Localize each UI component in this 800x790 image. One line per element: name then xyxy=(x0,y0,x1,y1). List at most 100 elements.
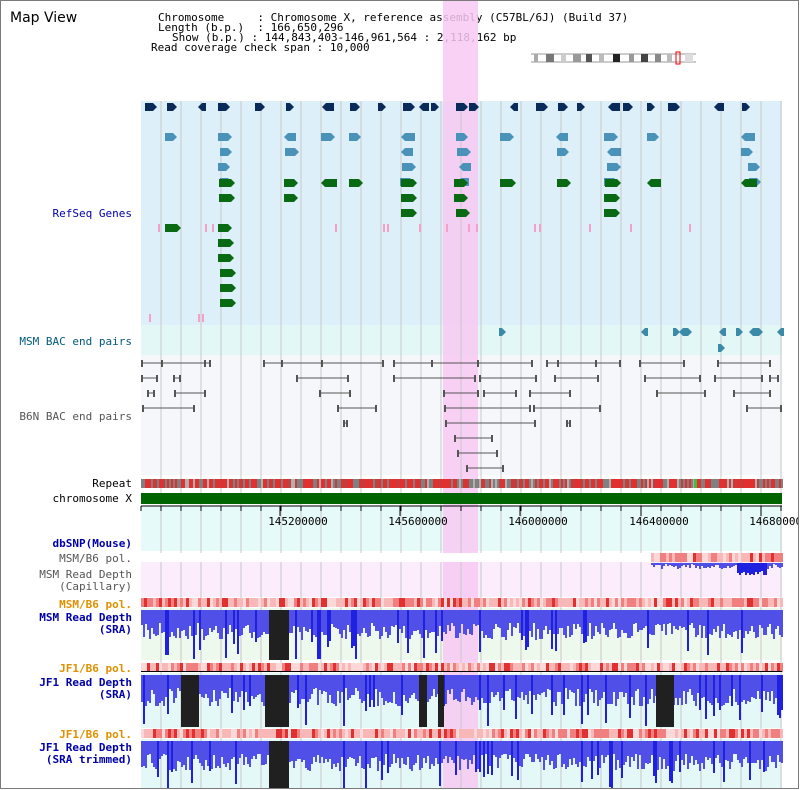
read-depth-bar xyxy=(521,610,523,640)
read-depth-bar xyxy=(301,610,303,640)
repeat-segment xyxy=(395,479,397,488)
polymorphism-segment xyxy=(579,598,582,607)
read-depth-bar xyxy=(771,741,773,762)
polymorphism-segment xyxy=(408,598,411,607)
polymorphism-segment xyxy=(561,729,564,738)
length-label: Length (b.p.) xyxy=(158,21,245,34)
read-depth-bar xyxy=(261,675,263,702)
polymorphism-segment xyxy=(660,663,663,672)
read-depth-bar xyxy=(419,741,421,770)
read-depth-bar xyxy=(603,610,605,628)
read-depth-bar xyxy=(733,675,735,689)
read-depth-bar xyxy=(535,741,537,754)
read-depth-bar xyxy=(533,675,535,695)
bac-end-marker xyxy=(393,375,395,382)
refseq-small-feature xyxy=(476,224,478,232)
polymorphism-segment xyxy=(210,663,213,672)
read-depth-bar xyxy=(353,610,355,646)
read-depth-bar xyxy=(331,675,333,703)
read-depth-bar xyxy=(571,610,573,635)
polymorphism-segment xyxy=(639,553,642,562)
polymorphism-segment xyxy=(555,598,558,607)
polymorphism-segment xyxy=(420,729,423,738)
polymorphism-segment xyxy=(663,598,666,607)
polymorphism-segment xyxy=(471,553,474,562)
read-depth-bar xyxy=(599,675,601,700)
polymorphism-segment xyxy=(669,553,672,562)
read-depth-bar xyxy=(245,741,247,757)
read-depth-bar xyxy=(451,610,453,623)
polymorphism-segment xyxy=(561,553,564,562)
polymorphism-segment xyxy=(360,553,363,562)
polymorphism-segment xyxy=(354,553,357,562)
read-depth-bar xyxy=(713,675,715,716)
read-depth-bar xyxy=(735,563,737,565)
bac-end-marker xyxy=(554,375,556,382)
read-depth-bar xyxy=(725,563,727,568)
read-depth-bar xyxy=(615,610,617,629)
read-depth-bar xyxy=(725,741,727,760)
ruler-tick-label: 146000000 xyxy=(508,515,568,528)
polymorphism-segment xyxy=(363,729,366,738)
polymorphism-segment xyxy=(231,598,234,607)
polymorphism-segment xyxy=(300,553,303,562)
read-depth-bar xyxy=(343,675,345,726)
read-depth-bar xyxy=(367,610,369,637)
bac-end-marker xyxy=(534,420,536,427)
read-depth-bar xyxy=(189,741,191,770)
bac-end-marker xyxy=(533,405,535,412)
read-depth-bar xyxy=(671,610,673,634)
polymorphism-segment xyxy=(774,729,777,738)
read-depth-bar xyxy=(513,741,515,758)
polymorphism-segment xyxy=(513,663,516,672)
read-depth-bar xyxy=(633,675,635,705)
read-depth-bar xyxy=(205,741,207,760)
polymorphism-segment xyxy=(465,663,468,672)
read-depth-bar xyxy=(553,675,555,702)
read-depth-bar xyxy=(259,741,261,754)
read-depth-bar xyxy=(713,741,715,773)
polymorphism-segment xyxy=(660,598,663,607)
read-depth-bar xyxy=(215,741,217,768)
read-depth-bar xyxy=(359,610,361,636)
repeat-segment xyxy=(435,479,437,488)
repeat-segment xyxy=(705,479,707,488)
bac-end-marker xyxy=(566,420,568,427)
gene-feature xyxy=(165,133,177,141)
read-depth-bar xyxy=(187,610,189,639)
read-depth-bar xyxy=(351,675,353,695)
bac-end-marker xyxy=(153,390,155,397)
read-depth-bar xyxy=(449,610,451,631)
read-depth-bar xyxy=(227,675,229,698)
polymorphism-segment xyxy=(291,729,294,738)
bac-end-marker xyxy=(443,390,445,397)
polymorphism-segment xyxy=(696,598,699,607)
polymorphism-segment xyxy=(780,663,783,672)
polymorphism-segment xyxy=(495,598,498,607)
polymorphism-segment xyxy=(465,729,468,738)
repeat-segment xyxy=(761,479,763,488)
polymorphism-segment xyxy=(423,598,426,607)
polymorphism-segment xyxy=(498,598,501,607)
read-depth-bar xyxy=(703,563,705,568)
polymorphism-segment xyxy=(321,553,324,562)
read-depth-bar xyxy=(169,741,171,770)
read-depth-bar xyxy=(779,675,781,718)
polymorphism-segment xyxy=(468,553,471,562)
polymorphism-segment xyxy=(555,553,558,562)
read-depth-bar xyxy=(611,610,613,629)
read-depth-bar xyxy=(461,610,463,624)
gene-feature xyxy=(736,328,743,336)
polymorphism-segment xyxy=(630,553,633,562)
read-depth-bar xyxy=(675,675,677,698)
read-depth-bar xyxy=(505,675,507,691)
read-depth-bar xyxy=(623,741,625,765)
read-depth-bar xyxy=(249,741,251,767)
repeat-segment xyxy=(639,479,641,488)
read-depth-bar xyxy=(203,675,205,698)
gene-feature xyxy=(714,103,724,111)
polymorphism-segment xyxy=(243,598,246,607)
repeat-segment xyxy=(147,479,149,488)
read-depth-bar xyxy=(643,741,645,769)
